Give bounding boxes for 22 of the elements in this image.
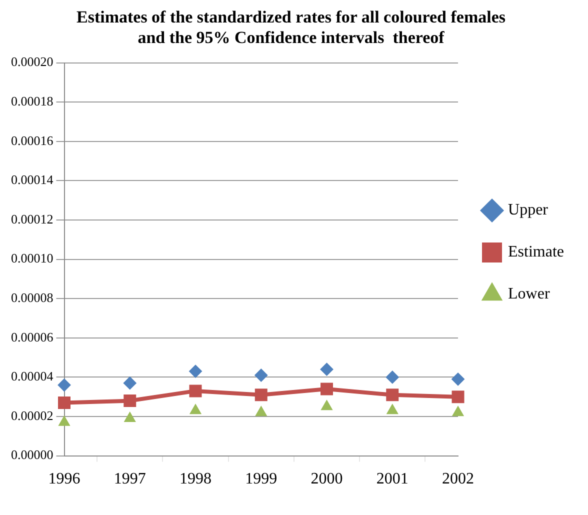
x-tick-label: 2002 — [442, 470, 474, 488]
x-tick-label: 1998 — [180, 470, 212, 488]
x-tick-label: 2000 — [310, 470, 343, 488]
x-tick-label: 2001 — [376, 470, 408, 488]
legend-label: Upper — [508, 202, 549, 219]
x-tick-label: 1996 — [48, 470, 80, 488]
y-tick-label: 0.00016 — [11, 132, 54, 148]
legend-label: Estimate — [508, 244, 564, 261]
y-tick-label: 0.00006 — [11, 329, 54, 344]
x-tick-label: 1997 — [114, 470, 146, 488]
y-tick-label: 0.00000 — [11, 447, 54, 462]
y-tick-label: 0.00018 — [11, 94, 54, 109]
y-tick-label: 0.00010 — [11, 250, 54, 266]
legend-label: Lower — [508, 286, 550, 303]
y-tick-label: 0.00008 — [11, 290, 54, 306]
x-tick-label: 1999 — [245, 470, 278, 488]
y-tick-label: 0.00002 — [11, 408, 54, 423]
y-tick-label: 0.00020 — [11, 54, 54, 70]
y-tick-label: 0.00014 — [11, 172, 54, 188]
y-tick-label: 0.00012 — [11, 211, 54, 226]
y-tick-label: 0.00004 — [11, 368, 54, 384]
chart-title: Estimates of the standardized rates for all coloured females and the 95% Confidence intervals thereof — [76, 8, 506, 47]
